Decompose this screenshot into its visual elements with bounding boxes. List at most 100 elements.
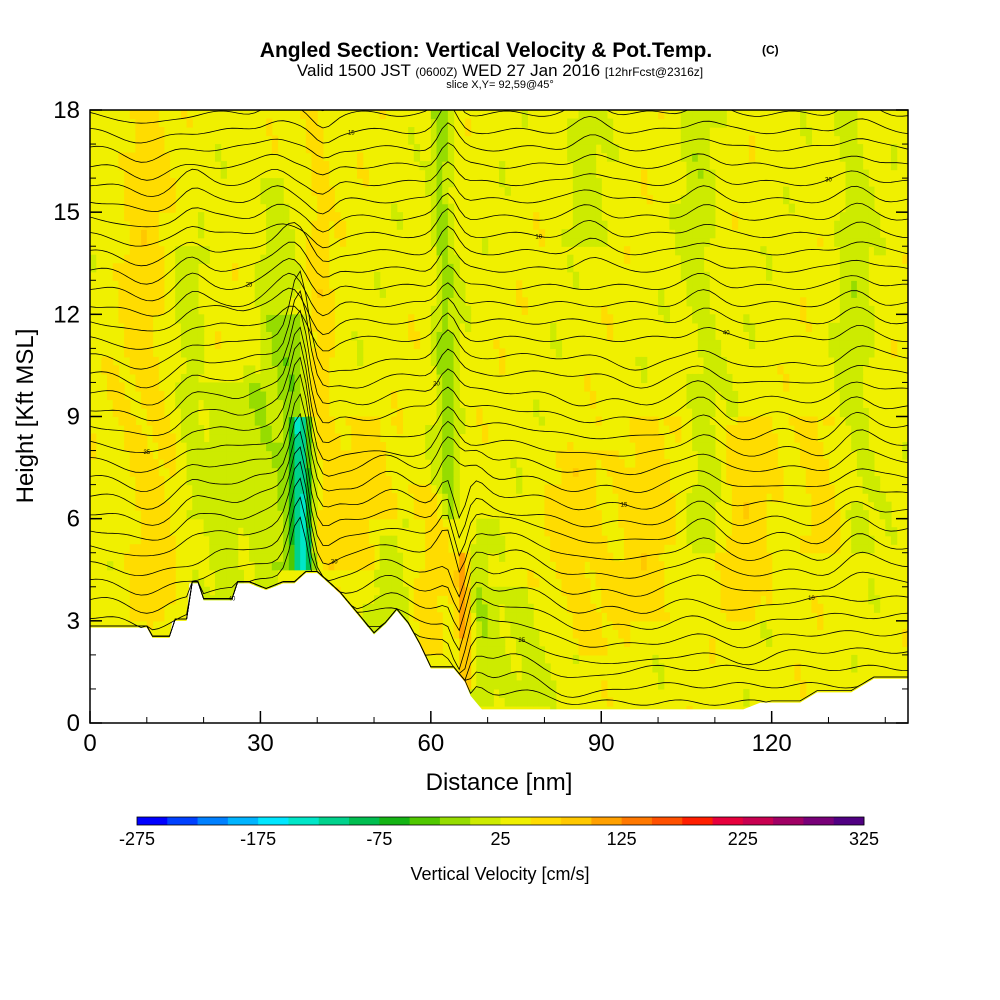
field-cell: [731, 501, 739, 511]
field-cell: [447, 365, 455, 375]
field-cell: [481, 586, 489, 596]
field-cell: [90, 433, 97, 443]
field-cell: [856, 212, 864, 222]
field-cell: [260, 407, 267, 418]
field-cell: [129, 271, 137, 281]
field-cell: [481, 246, 489, 256]
field-cell: [186, 467, 193, 477]
isentrope-line: [90, 208, 908, 249]
field-cell: [146, 237, 154, 247]
field-cell: [550, 697, 557, 707]
field-cell: [260, 433, 267, 443]
field-cell: [385, 595, 392, 605]
field-cell: [152, 484, 159, 494]
field-cell: [254, 476, 262, 486]
field-cell: [124, 212, 131, 222]
field-cell: [510, 612, 517, 622]
field-cell: [209, 544, 216, 554]
field-cell: [487, 612, 494, 622]
isentrope-line: [90, 309, 908, 407]
isentrope-line: [90, 177, 908, 215]
field-cell: [391, 535, 398, 545]
field-cell: [658, 493, 665, 503]
field-cell: [243, 476, 250, 486]
field-cell: [692, 390, 699, 401]
field-cell: [396, 569, 404, 579]
field-cell: [311, 314, 318, 324]
field-cell: [163, 501, 171, 511]
field-cell: [862, 212, 869, 222]
field-cell: [561, 578, 568, 588]
field-cell: [175, 390, 182, 401]
field-cell: [152, 459, 159, 469]
field-cell: [692, 229, 699, 239]
field-cell: [186, 390, 193, 401]
field-cell: [873, 476, 881, 486]
field-cell: [561, 450, 568, 460]
field-cell: [271, 373, 279, 384]
field-cell: [686, 178, 693, 188]
field-cell: [629, 527, 636, 537]
field-cell: [697, 254, 705, 264]
field-cell: [720, 603, 727, 613]
field-cell: [266, 220, 273, 230]
field-cell: [232, 552, 239, 562]
field-cell: [476, 663, 483, 673]
field-cell: [300, 527, 307, 537]
field-cell: [402, 603, 409, 613]
field-cell: [658, 297, 665, 307]
field-cell: [692, 501, 699, 511]
field-cell: [118, 314, 125, 324]
field-cell: [765, 459, 773, 469]
field-cell: [464, 118, 472, 128]
field-cell: [464, 646, 472, 656]
field-cell: [158, 297, 165, 307]
field-cell: [873, 595, 881, 605]
field-cell: [436, 152, 443, 162]
field-cell: [169, 578, 176, 588]
field-cell: [856, 425, 864, 435]
field-cell: [584, 518, 591, 528]
field-cell: [232, 399, 239, 409]
field-cell: [266, 373, 273, 384]
field-cell: [777, 467, 784, 477]
field-cell: [646, 569, 653, 579]
field-cell: [351, 544, 358, 554]
field-cell: [481, 629, 489, 639]
field-cell: [748, 569, 756, 579]
field-cell: [811, 527, 818, 537]
field-cell: [362, 169, 369, 179]
field-cell: [572, 595, 580, 605]
field-cell: [606, 144, 614, 154]
field-cell: [283, 237, 290, 247]
field-cell: [623, 510, 631, 520]
field-cell: [430, 459, 438, 469]
field-cell: [442, 501, 449, 511]
field-cell: [288, 450, 296, 460]
field-cell: [356, 518, 364, 528]
field-cell: [578, 144, 585, 154]
field-cell: [447, 586, 455, 596]
field-cell: [567, 501, 574, 511]
field-cell: [737, 459, 744, 469]
field-cell: [305, 263, 313, 273]
field-cell: [249, 501, 256, 511]
field-cell: [811, 510, 818, 520]
field-cell: [146, 416, 154, 426]
field-cell: [726, 442, 733, 452]
field-cell: [834, 229, 841, 239]
field-cell: [748, 578, 756, 588]
field-cell: [845, 322, 852, 332]
field-cell: [260, 339, 267, 349]
field-cell: [442, 348, 449, 358]
field-cell: [851, 254, 858, 264]
field-cell: [368, 603, 375, 613]
field-cell: [436, 646, 443, 656]
field-cell: [158, 578, 165, 588]
field-cell: [822, 544, 830, 554]
field-cell: [260, 467, 267, 477]
field-cell: [152, 561, 159, 571]
field-cell: [641, 544, 648, 554]
field-cell: [112, 271, 120, 281]
field-cell: [118, 161, 125, 171]
